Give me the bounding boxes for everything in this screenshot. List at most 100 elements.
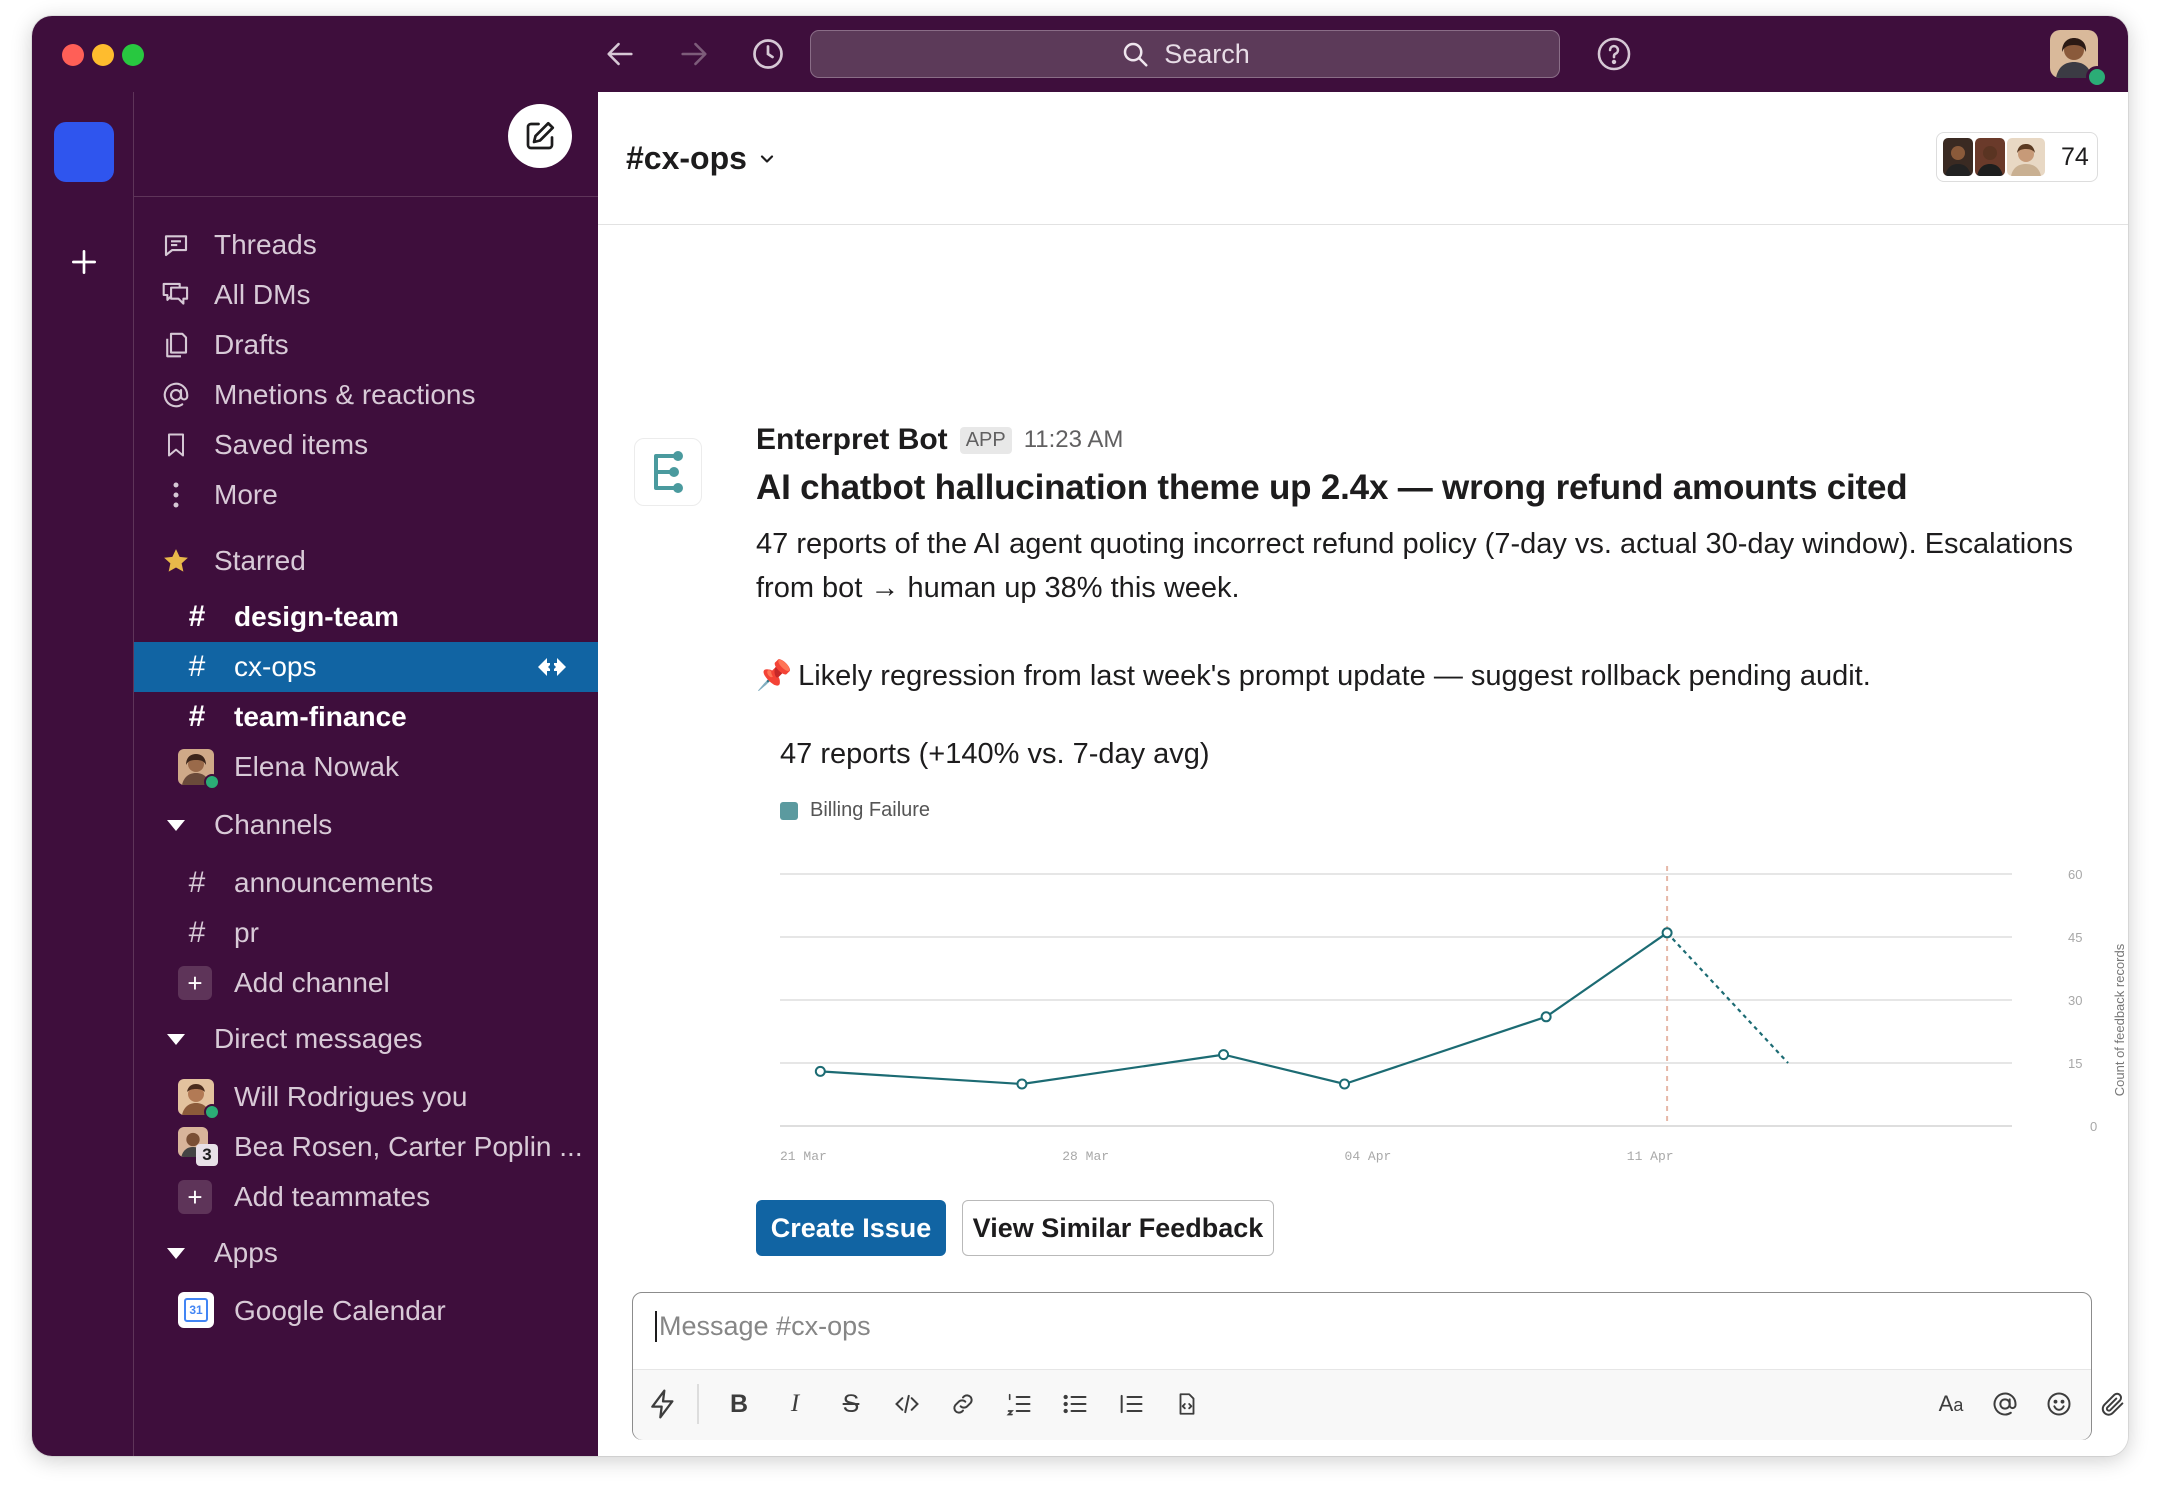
bot-avatar[interactable] — [634, 438, 702, 506]
strikethrough-button[interactable]: S — [833, 1386, 869, 1422]
x-tick-label: 21 Mar — [780, 1149, 827, 1164]
message: Enterpret Bot APP 11:23 AM AI chatbot ha… — [756, 422, 2096, 822]
sidebar-item-design-team[interactable]: # design-team — [134, 592, 598, 642]
hash-icon: # — [188, 700, 206, 733]
hash-icon: # — [188, 916, 206, 949]
presence-dot — [204, 774, 220, 790]
code-block-button[interactable] — [1169, 1386, 1205, 1422]
maximize-window-button[interactable] — [122, 44, 144, 66]
chart-title: 47 reports (+140% vs. 7-day avg) — [780, 738, 1210, 770]
x-tick-label: 04 Apr — [1345, 1149, 1392, 1164]
plus-icon: + — [178, 1180, 212, 1214]
more-icon — [160, 479, 192, 511]
sidebar-item-team-finance[interactable]: # team-finance — [134, 692, 598, 742]
mention-button[interactable] — [1987, 1386, 2023, 1422]
series-projection-line — [1666, 932, 1789, 1064]
dm-label: Elena Nowak — [234, 751, 399, 782]
sidebar-item-group-dm[interactable]: 3 Bea Rosen, Carter Poplin ... — [134, 1122, 598, 1172]
at-icon — [160, 379, 192, 411]
blockquote-button[interactable] — [1113, 1386, 1149, 1422]
forward-button[interactable] — [672, 32, 716, 76]
history-button[interactable] — [746, 32, 790, 76]
italic-icon: I — [790, 1390, 800, 1417]
shared-channel-icon — [536, 654, 568, 687]
chart-legend: Billing Failure — [780, 799, 2096, 822]
calendar-day: 31 — [184, 1298, 208, 1322]
sidebar-item-drafts[interactable]: Drafts — [134, 320, 598, 370]
link-button[interactable] — [945, 1386, 981, 1422]
sidebar-item-label: Saved items — [214, 429, 369, 460]
ordered-list-button[interactable] — [1001, 1386, 1037, 1422]
search-bar[interactable]: Search — [810, 30, 1560, 78]
bullet-list-button[interactable] — [1057, 1386, 1093, 1422]
section-apps[interactable]: Apps — [134, 1228, 598, 1278]
sidebar-item-threads[interactable]: Threads — [134, 220, 598, 270]
add-channel-button[interactable]: + Add channel — [134, 958, 598, 1008]
attach-button[interactable] — [2095, 1386, 2128, 1422]
section-starred[interactable]: Starred — [134, 536, 598, 586]
search-icon — [1123, 42, 1148, 67]
threads-icon — [160, 229, 192, 261]
enterpret-logo-icon — [654, 451, 683, 493]
channel-header: #cx-ops 74 — [598, 92, 2128, 225]
avatar — [178, 749, 214, 785]
message-input[interactable]: Message #cx-ops — [655, 1311, 871, 1342]
workspace-button[interactable] — [54, 122, 114, 182]
members-button[interactable]: 74 — [1936, 132, 2098, 182]
y-tick-label: 15 — [2068, 1056, 2082, 1071]
data-point — [1016, 1078, 1028, 1090]
chevron-down-icon — [760, 154, 774, 163]
sidebar-item-announcements[interactable]: # announcements — [134, 858, 598, 908]
data-point — [814, 1065, 826, 1077]
code-button[interactable] — [889, 1386, 925, 1422]
y-tick-label: 30 — [2068, 993, 2082, 1008]
compose-icon — [526, 121, 555, 150]
message-timestamp[interactable]: 11:23 AM — [1023, 426, 1124, 453]
toolbar-divider — [697, 1384, 699, 1424]
sidebar-item-cx-ops[interactable]: # cx-ops — [134, 642, 598, 692]
sidebar-item-saved[interactable]: Saved items — [134, 420, 598, 470]
code-icon — [895, 1394, 919, 1414]
add-workspace-button[interactable] — [62, 240, 106, 284]
sidebar-item-pr[interactable]: # pr — [134, 908, 598, 958]
message-body: 47 reports of the AI agent quoting incor… — [756, 528, 2073, 604]
sidebar-item-mentions[interactable]: Mnetions & reactions — [134, 370, 598, 420]
hash-icon: # — [188, 600, 206, 633]
data-point — [1661, 927, 1673, 939]
plus-icon — [72, 250, 96, 274]
emoji-button[interactable] — [2041, 1386, 2077, 1422]
user-avatar[interactable] — [2050, 30, 2098, 78]
compose-button[interactable] — [508, 104, 572, 168]
sender-name[interactable]: Enterpret Bot — [756, 423, 948, 456]
message-composer[interactable]: Message #cx-ops B I S Aa — [632, 1292, 2124, 1440]
channel-title-button[interactable]: #cx-ops — [626, 140, 777, 177]
section-channels[interactable]: Channels — [134, 800, 598, 850]
back-arrow-icon — [607, 42, 633, 66]
format-button[interactable]: Aa — [1933, 1386, 1969, 1422]
close-window-button[interactable] — [62, 44, 84, 66]
view-similar-feedback-button[interactable]: View Similar Feedback — [962, 1200, 1274, 1256]
sidebar-item-will-rodrigues[interactable]: Will Rodrigues you — [134, 1072, 598, 1122]
member-count-badge: 3 — [196, 1144, 218, 1166]
sidebar-item-elena-nowak[interactable]: Elena Nowak — [134, 742, 598, 792]
format-icon: Aa — [1938, 1391, 1964, 1416]
presence-dot — [2086, 66, 2108, 88]
italic-button[interactable]: I — [777, 1386, 813, 1422]
section-direct-messages[interactable]: Direct messages — [134, 1014, 598, 1064]
sidebar-item-more[interactable]: More — [134, 470, 598, 520]
sidebar-item-google-calendar[interactable]: 31 Google Calendar — [134, 1286, 598, 1336]
create-issue-button[interactable]: Create Issue — [756, 1200, 946, 1256]
bullet-list-icon — [1063, 1394, 1087, 1414]
sidebar-item-all-dms[interactable]: All DMs — [134, 270, 598, 320]
app-badge: APP — [959, 426, 1012, 454]
add-teammates-button[interactable]: + Add teammates — [134, 1172, 598, 1222]
bold-button[interactable]: B — [721, 1386, 757, 1422]
series-line — [820, 931, 1668, 1086]
shortcuts-button[interactable] — [645, 1386, 681, 1422]
bookmark-icon — [160, 429, 192, 461]
x-tick-label: 11 Apr — [1627, 1149, 1674, 1164]
back-button[interactable] — [598, 32, 642, 76]
sidebar-item-label: Threads — [214, 229, 317, 260]
help-button[interactable] — [1592, 32, 1636, 76]
minimize-window-button[interactable] — [92, 44, 114, 66]
